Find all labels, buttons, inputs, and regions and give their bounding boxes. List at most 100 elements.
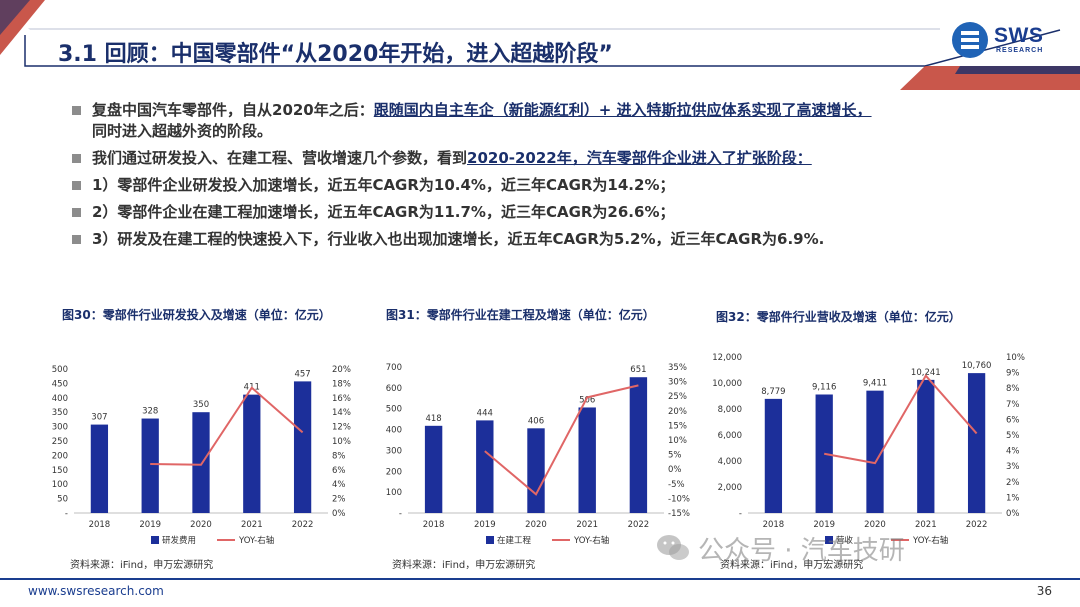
bar: [243, 394, 261, 513]
y2-tick-label: 2%: [332, 495, 346, 505]
x-tick-label: 2021: [241, 520, 263, 530]
y2-tick-label: 4%: [332, 480, 346, 490]
y-tick-label: 150: [52, 466, 68, 476]
bar: [527, 428, 545, 513]
y-tick-label: 200: [386, 467, 402, 477]
legend-line-label: YOY-右轴: [573, 535, 609, 546]
x-tick-label: 2020: [190, 520, 212, 530]
y-tick-label: 300: [52, 423, 68, 433]
bar-data-label: 651: [630, 365, 646, 375]
bullet-item: 2）零部件企业在建工程加速增长，近五年CAGR为11.7%，近三年CAGR为26…: [72, 202, 1032, 223]
logo-mark-icon: [952, 22, 988, 58]
legend-bar-label: 在建工程: [497, 535, 532, 546]
legend-bar-swatch: [151, 536, 159, 544]
y-tick-label: 200: [52, 451, 68, 461]
bar: [141, 418, 159, 513]
x-tick-label: 2019: [813, 520, 835, 530]
yoy-line: [824, 374, 978, 465]
bar: [917, 379, 935, 513]
bar-data-label: 10,241: [911, 368, 941, 378]
y2-tick-label: 20%: [668, 407, 687, 417]
y-tick-label: 450: [52, 379, 68, 389]
bullet-item: 3）研发及在建工程的快速投入下，行业收入也出现加速增长，近五年CAGR为5.2%…: [72, 229, 1032, 250]
y-tick-label: 100: [52, 480, 68, 490]
bar: [90, 424, 109, 513]
bar: [476, 420, 494, 513]
logo-sub: RESEARCH: [996, 47, 1044, 54]
bar-data-label: 406: [528, 416, 544, 426]
legend-bar-swatch: [825, 536, 833, 544]
legend-bar-swatch: [486, 536, 494, 544]
y2-tick-label: 7%: [1006, 400, 1020, 410]
logo-text: SWS: [994, 24, 1044, 47]
bar: [866, 390, 884, 513]
y2-tick-label: 8%: [1006, 384, 1020, 394]
page-title: 3.1 回顾：中国零部件“从2020年开始，进入超越阶段”: [58, 42, 613, 67]
bar: [424, 425, 443, 513]
y2-tick-label: 0%: [332, 509, 346, 519]
footer-url[interactable]: www.swsresearch.com: [28, 584, 164, 598]
chart-revenue: - 2,000 4,000 6,000 8,000 10,000 12,000 0% 1% 2% 3…: [712, 353, 1025, 546]
y-tick-label: 12,000: [712, 353, 742, 363]
bar-data-label: 8,779: [761, 387, 785, 397]
bar-data-label: 457: [294, 369, 310, 379]
y2-tick-label: 18%: [332, 379, 351, 389]
y2-tick-label: -10%: [668, 494, 690, 504]
bullet-item: 我们通过研发投入、在建工程、营收增速几个参数，看到2020-2022年，汽车零部…: [72, 148, 1032, 169]
bar: [764, 398, 783, 513]
yoy-line: [484, 384, 639, 496]
y-tick-label: -: [739, 509, 742, 519]
y-tick-label: 400: [52, 394, 68, 404]
chart-32-title: 图32：零部件行业营收及增速（单位：亿元）: [716, 310, 961, 324]
y2-tick-label: 14%: [332, 408, 351, 418]
bar-data-label: 9,116: [812, 382, 836, 392]
y2-tick-label: -5%: [668, 480, 685, 490]
y-tick-label: 400: [386, 426, 402, 436]
x-tick-label: 2020: [525, 520, 547, 530]
chart-32-source: 资料来源：iFind，申万宏源研究: [720, 560, 864, 571]
x-tick-label: 2019: [474, 520, 496, 530]
bar-data-label: 444: [477, 408, 493, 418]
chart-31-source: 资料来源：iFind，申万宏源研究: [392, 560, 536, 571]
y2-tick-label: 8%: [332, 451, 346, 461]
y2-tick-label: 35%: [668, 363, 687, 373]
bar-data-label: 9,411: [863, 379, 887, 389]
y2-tick-label: 0%: [668, 465, 682, 475]
bullet-square-icon: [72, 106, 81, 115]
y-tick-label: 500: [52, 365, 68, 375]
bullet-square-icon: [72, 235, 81, 244]
bullet-square-icon: [72, 208, 81, 217]
bar: [293, 381, 312, 513]
bar: [192, 412, 210, 513]
legend-line-label: YOY-右轴: [912, 535, 948, 546]
x-tick-label: 2021: [576, 520, 598, 530]
y-tick-label: 500: [386, 405, 402, 415]
bullet-item: 复盘中国汽车零部件，自从2020年之后：跟随国内自主车企（新能源红利）+ 进入特…: [72, 100, 1032, 142]
x-tick-label: 2022: [628, 520, 650, 530]
y2-tick-label: 3%: [1006, 462, 1020, 472]
bar: [967, 373, 986, 513]
y-tick-label: 600: [386, 384, 402, 394]
y-tick-label: -: [399, 509, 402, 519]
y2-tick-label: 6%: [332, 466, 346, 476]
y2-tick-label: 16%: [332, 394, 351, 404]
bar-data-label: 328: [142, 407, 158, 417]
x-tick-label: 2018: [423, 520, 445, 530]
wechat-icon: [657, 535, 689, 560]
bullet-item: 1）零部件企业研发投入加速增长，近五年CAGR为10.4%，近三年CAGR为14…: [72, 175, 1032, 196]
y-tick-label: 2,000: [718, 483, 742, 493]
y2-tick-label: 5%: [1006, 431, 1020, 441]
bullet-list: 复盘中国汽车零部件，自从2020年之后：跟随国内自主车企（新能源红利）+ 进入特…: [72, 100, 1032, 256]
y-tick-label: 300: [386, 446, 402, 456]
y-tick-label: -: [65, 509, 68, 519]
x-tick-label: 2021: [915, 520, 937, 530]
chart-31-title: 图31：零部件行业在建工程及增速（单位：亿元）: [386, 308, 655, 322]
y2-tick-label: 10%: [1006, 353, 1025, 363]
y2-tick-label: -15%: [668, 509, 690, 519]
y-tick-label: 8,000: [718, 405, 742, 415]
chart-construction: - 100 200 300 400 500 600 700 -15% -10% -5% 0% 5% 10%…: [386, 363, 690, 546]
footer-rule: [0, 578, 1080, 580]
watermark-text: 公众号 · 汽车技研: [698, 536, 905, 566]
legend-line-label: YOY-右轴: [238, 535, 274, 546]
y2-tick-label: 15%: [668, 421, 687, 431]
